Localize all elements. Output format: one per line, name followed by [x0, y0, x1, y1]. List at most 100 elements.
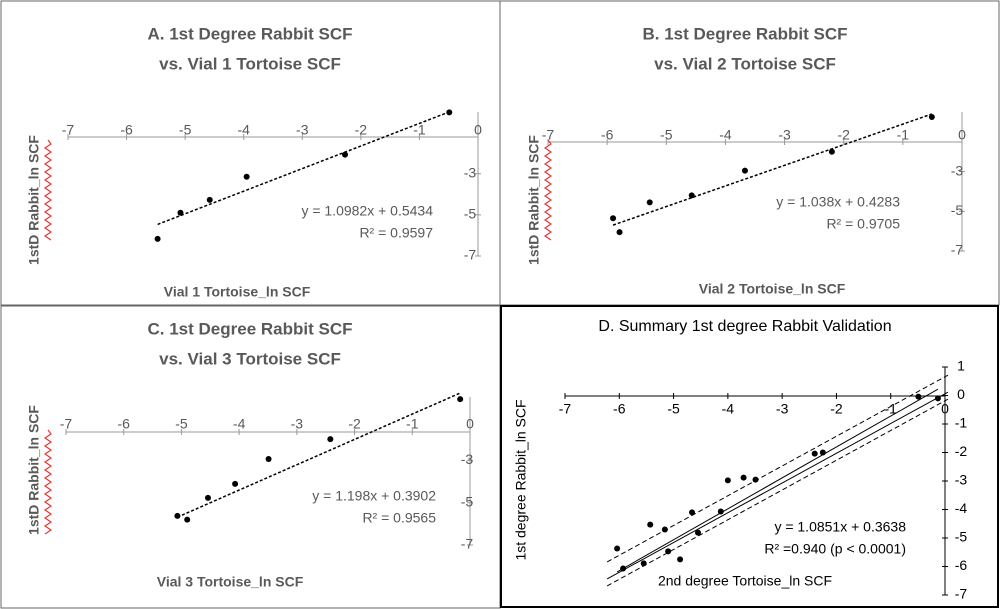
- point: [819, 449, 826, 456]
- point: [457, 396, 464, 403]
- point: [184, 516, 191, 523]
- y-axis-label: 1stD Rabbit_ln SCF: [26, 405, 42, 535]
- x-tick-label: -5: [175, 416, 188, 432]
- y-tick-label: -3: [955, 472, 968, 488]
- point: [640, 560, 647, 567]
- point: [828, 148, 835, 155]
- trendline: [177, 392, 461, 518]
- x-tick-label: -1: [897, 127, 910, 143]
- y-tick-label: -2: [955, 443, 968, 459]
- y-tick-label: 1: [957, 358, 965, 374]
- r-squared: R² = 0.9597: [359, 225, 433, 241]
- panel: C. 1st Degree Rabbit SCF vs. Vial 3 Torto…: [0, 305, 501, 609]
- x-tick-label: 0: [958, 127, 966, 143]
- point: [724, 477, 731, 484]
- point: [647, 521, 654, 528]
- trendline-equation: y = 1.0982x + 0.5434: [301, 203, 433, 219]
- point: [206, 196, 213, 203]
- point: [740, 474, 747, 481]
- panel: B. 1st Degree Rabbit SCF vs. Vial 2 Torto…: [499, 0, 1000, 306]
- y-axis-label: 1stD Rabbit_ln SCF: [526, 135, 542, 265]
- y-tick-label: -4: [955, 500, 968, 516]
- trendline-equation: y = 1.198x + 0.3902: [312, 488, 436, 504]
- point: [741, 167, 748, 174]
- panel-border: [500, 305, 999, 608]
- point: [616, 229, 623, 236]
- x-tick-label: -1: [884, 401, 897, 417]
- y-tick-label: -5: [955, 529, 968, 545]
- y-tick-label: -6: [955, 557, 968, 573]
- trendline-equation: y = 1.0851x + 0.3638: [774, 519, 906, 535]
- point: [646, 199, 653, 206]
- point: [265, 455, 272, 462]
- x-tick-label: -6: [120, 122, 133, 138]
- x-tick-label: -6: [117, 416, 130, 432]
- x-tick-label: -2: [348, 416, 361, 432]
- chart-title: vs. Vial 3 Tortoise SCF: [159, 349, 341, 368]
- point: [620, 565, 627, 572]
- point: [610, 215, 617, 222]
- panel: D. Summary 1st degree Rabbit Validation -…: [500, 305, 999, 608]
- x-tick-label: -7: [62, 122, 75, 138]
- point: [154, 235, 161, 242]
- point: [695, 529, 701, 536]
- trendline-equation: y = 1.038x + 0.4283: [776, 194, 900, 210]
- r-squared: R² = 0.9705: [826, 216, 900, 232]
- chart-title: D. Summary 1st degree Rabbit Validation: [598, 318, 891, 335]
- point: [614, 545, 621, 552]
- x-tick-label: -5: [179, 122, 192, 138]
- point: [327, 436, 334, 443]
- panel: A. 1st Degree Rabbit SCF vs. Vial 1 Torto…: [0, 0, 501, 306]
- y-tick-label: -7: [461, 536, 474, 552]
- point: [811, 450, 818, 457]
- y-tick-label: -3: [951, 162, 964, 178]
- point: [717, 508, 724, 515]
- y-tick-label: -1: [955, 415, 968, 431]
- x-tick-label: -2: [837, 127, 850, 143]
- trendline: [157, 111, 450, 226]
- point: [934, 395, 941, 402]
- x-tick-label: -3: [776, 401, 789, 417]
- y-tick-label: 0: [957, 386, 965, 402]
- y-tick-label: -5: [461, 493, 474, 509]
- chart-title: vs. Vial 1 Tortoise SCF: [159, 54, 341, 73]
- point: [665, 548, 672, 555]
- panel-border: [0, 0, 501, 306]
- x-tick-label: -7: [60, 416, 73, 432]
- y-tick-label: -7: [955, 586, 968, 602]
- point: [174, 512, 181, 519]
- y-axis-label: 1st degree Rabbit_ln SCF: [513, 399, 529, 560]
- spellcheck-underline: [43, 139, 53, 241]
- y-tick-label: -3: [461, 451, 474, 467]
- spellcheck-underline: [43, 429, 53, 535]
- x-tick-label: 0: [474, 122, 482, 138]
- y-tick-label: -3: [464, 164, 477, 180]
- point: [232, 480, 239, 487]
- y-tick-label: -5: [464, 206, 477, 222]
- x-tick-label: -2: [355, 122, 368, 138]
- point: [928, 113, 935, 120]
- point: [177, 209, 184, 216]
- point: [915, 393, 922, 400]
- x-tick-label: -7: [542, 127, 555, 143]
- spellcheck-underline: [543, 139, 553, 241]
- confidence-band: [606, 398, 949, 587]
- x-tick-label: -4: [719, 127, 732, 143]
- x-axis-label: Vial 1 Tortoise_ln SCF: [164, 284, 311, 300]
- x-tick-label: -4: [722, 401, 735, 417]
- x-tick-label: -2: [830, 401, 843, 417]
- chart-title: B. 1st Degree Rabbit SCF: [643, 24, 848, 43]
- point: [446, 109, 453, 116]
- chart-title: A. 1st Degree Rabbit SCF: [148, 24, 353, 43]
- x-axis-label: Vial 3 Tortoise_ln SCF: [157, 574, 304, 590]
- point: [752, 476, 759, 483]
- point: [677, 556, 684, 563]
- point: [661, 526, 668, 533]
- x-axis-label: 2nd degree Tortoise_ln SCF: [658, 573, 832, 589]
- point: [342, 151, 349, 158]
- r-squared: R² = 0.9565: [362, 510, 436, 526]
- x-tick-label: -3: [291, 416, 304, 432]
- y-tick-label: -5: [951, 202, 964, 218]
- x-tick-label: -1: [406, 416, 419, 432]
